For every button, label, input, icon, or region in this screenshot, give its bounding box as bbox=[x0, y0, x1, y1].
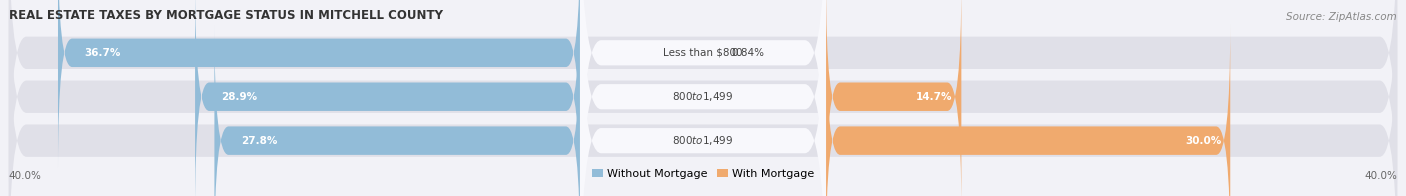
Text: 30.0%: 30.0% bbox=[1185, 136, 1222, 146]
Text: 0.84%: 0.84% bbox=[731, 48, 765, 58]
Text: 27.8%: 27.8% bbox=[240, 136, 277, 146]
Text: 36.7%: 36.7% bbox=[84, 48, 121, 58]
FancyBboxPatch shape bbox=[8, 0, 1398, 196]
FancyBboxPatch shape bbox=[8, 0, 1398, 196]
FancyBboxPatch shape bbox=[58, 0, 581, 169]
FancyBboxPatch shape bbox=[8, 0, 1398, 196]
FancyBboxPatch shape bbox=[827, 25, 1230, 196]
FancyBboxPatch shape bbox=[581, 0, 827, 196]
Legend: Without Mortgage, With Mortgage: Without Mortgage, With Mortgage bbox=[592, 169, 814, 179]
Text: 40.0%: 40.0% bbox=[1364, 172, 1398, 181]
FancyBboxPatch shape bbox=[195, 0, 581, 196]
Text: 40.0%: 40.0% bbox=[8, 172, 42, 181]
FancyBboxPatch shape bbox=[215, 25, 581, 196]
Text: $800 to $1,499: $800 to $1,499 bbox=[672, 90, 734, 103]
Text: Source: ZipAtlas.com: Source: ZipAtlas.com bbox=[1286, 12, 1398, 22]
Text: 28.9%: 28.9% bbox=[222, 92, 257, 102]
Text: REAL ESTATE TAXES BY MORTGAGE STATUS IN MITCHELL COUNTY: REAL ESTATE TAXES BY MORTGAGE STATUS IN … bbox=[8, 9, 443, 22]
FancyBboxPatch shape bbox=[581, 0, 827, 196]
FancyBboxPatch shape bbox=[827, 0, 962, 196]
Text: 14.7%: 14.7% bbox=[917, 92, 953, 102]
FancyBboxPatch shape bbox=[581, 0, 827, 196]
Text: $800 to $1,499: $800 to $1,499 bbox=[672, 134, 734, 147]
Text: Less than $800: Less than $800 bbox=[664, 48, 742, 58]
